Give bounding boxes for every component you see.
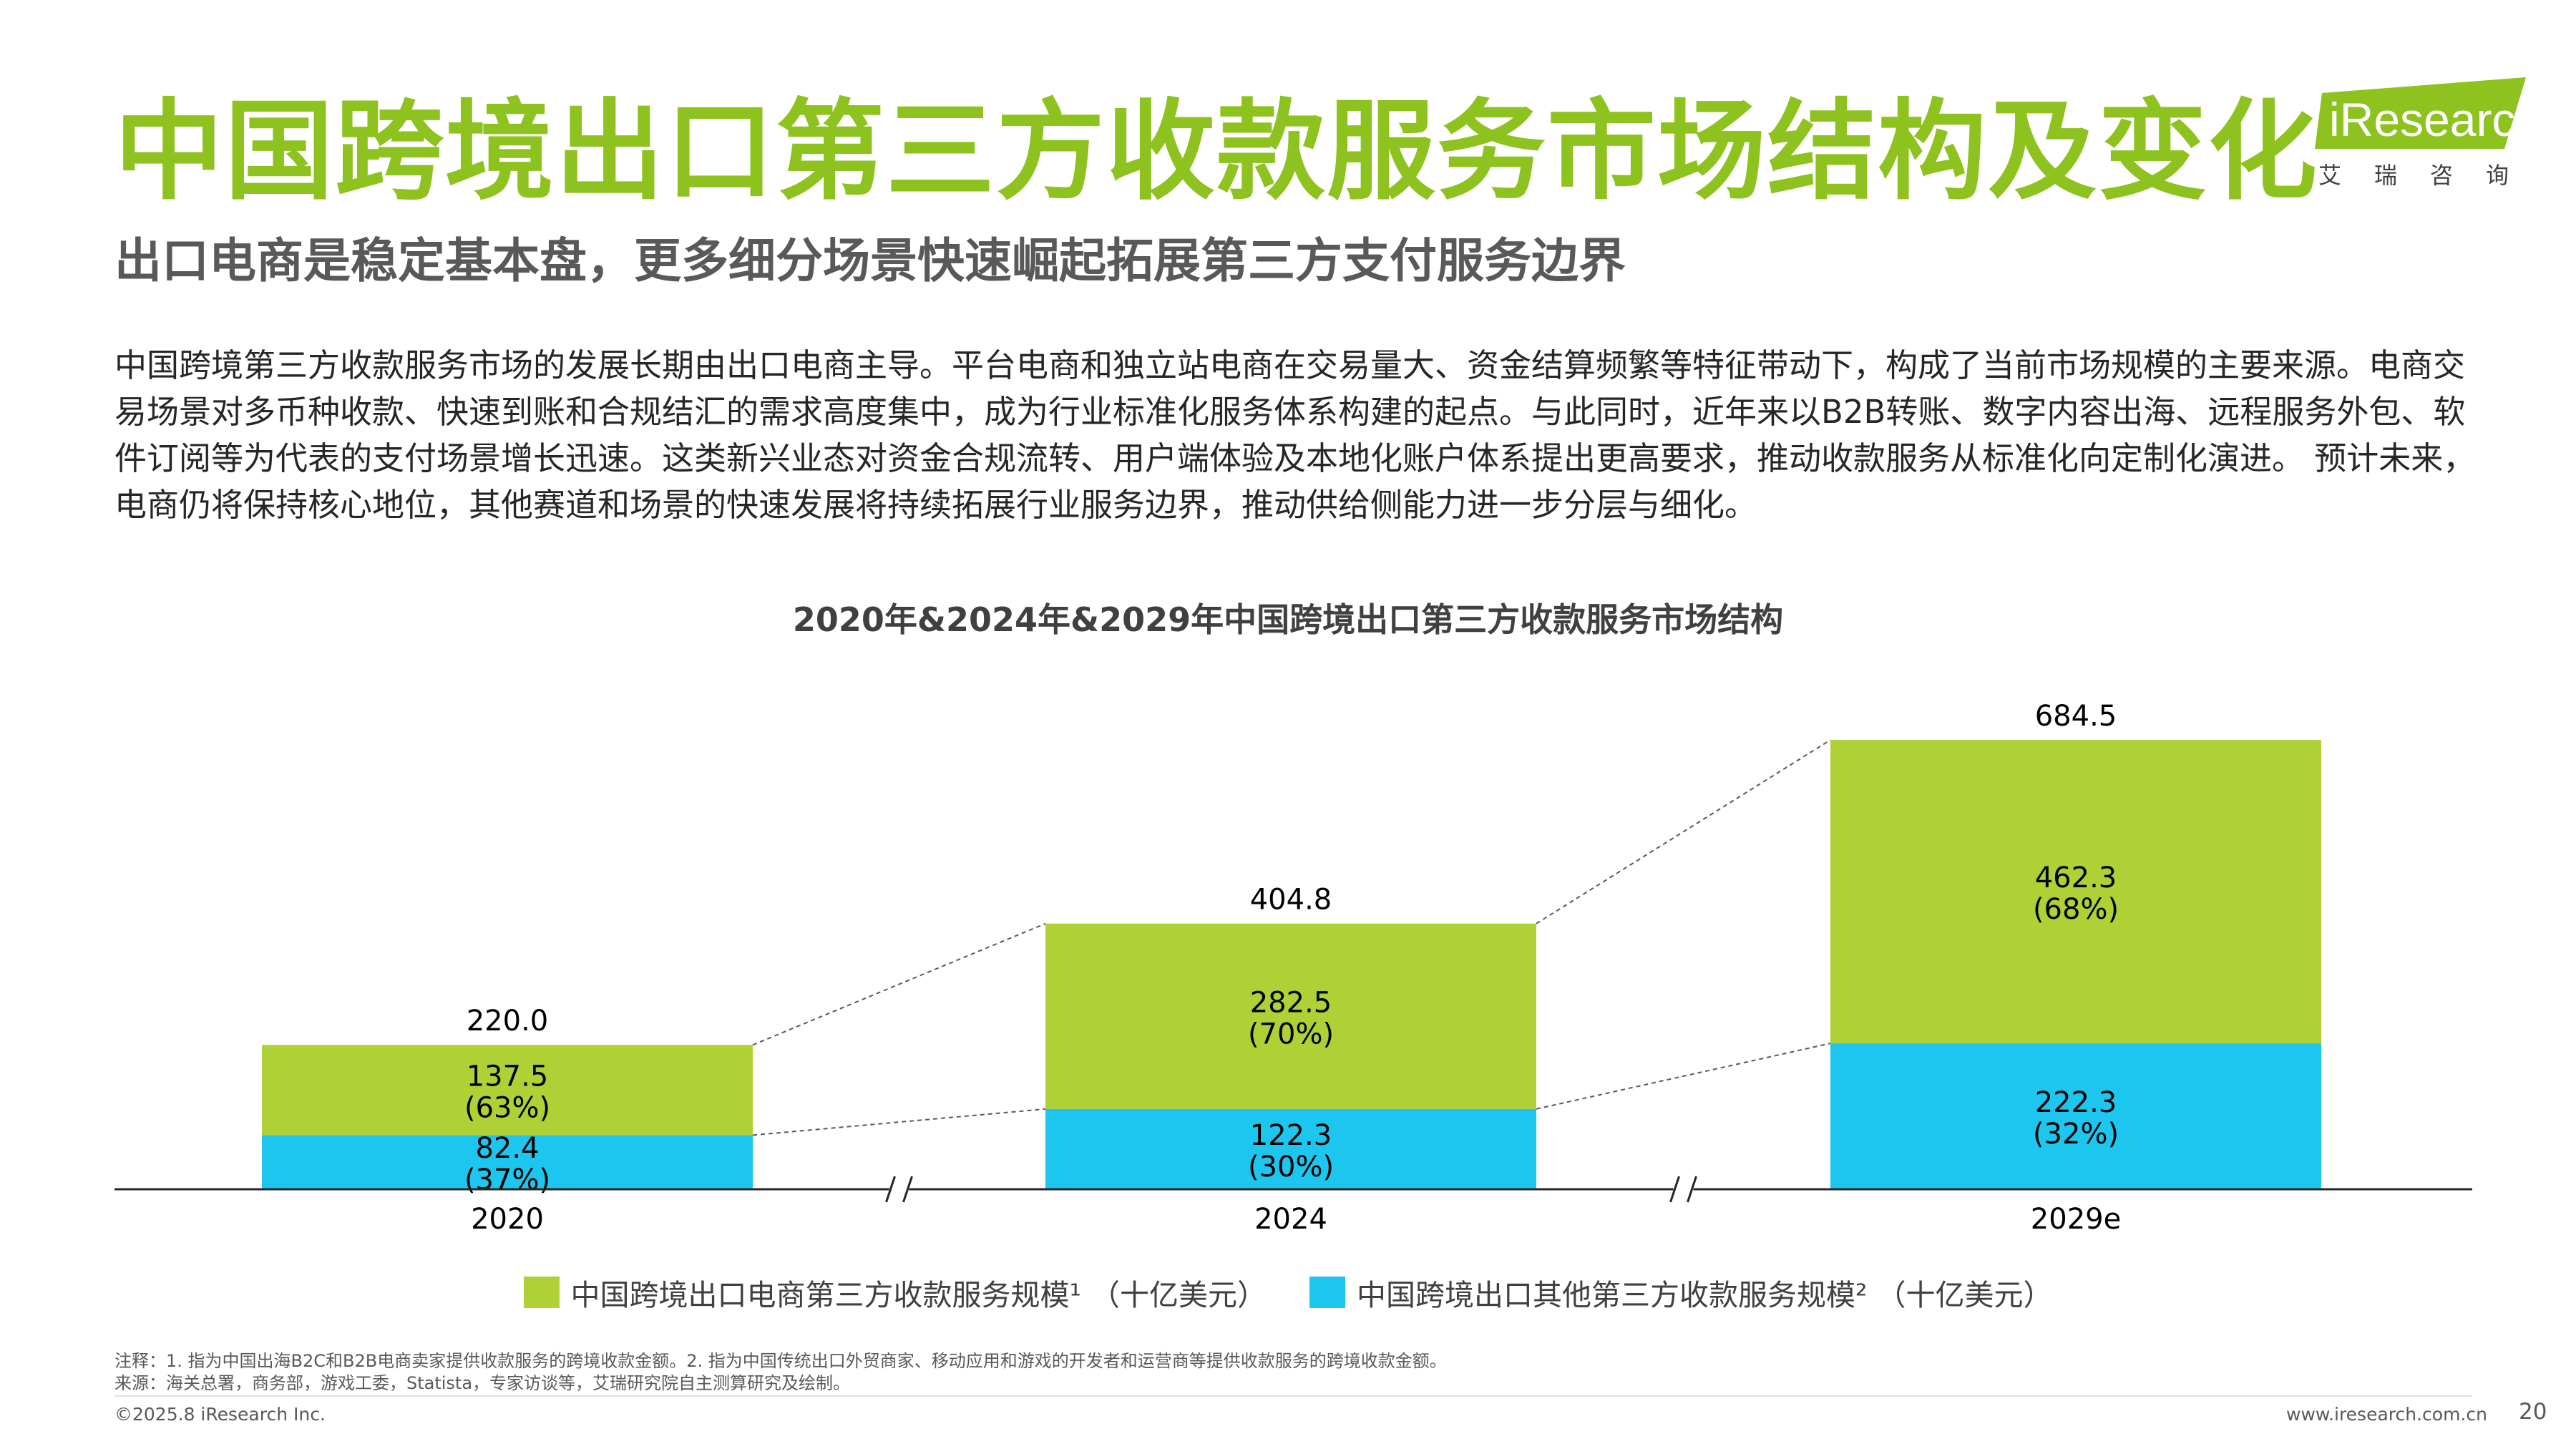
bar-ecommerce-2024 <box>1045 923 1536 1109</box>
data-label-value: 282.5 <box>1250 986 1332 1019</box>
axis-break-mark <box>1687 1176 1697 1203</box>
legend-item-ecommerce: 中国跨境出口电商第三方收款服务规模¹ （十亿美元） <box>523 1271 1267 1314</box>
legend-item-other: 中国跨境出口其他第三方收款服务规模² （十亿美元） <box>1309 1271 2052 1314</box>
footnote-note: 注释：1. 指为中国出海B2C和B2B电商卖家提供收款服务的跨境收款金额。2. … <box>114 1351 1447 1371</box>
data-label-share: (68%) <box>2033 893 2119 926</box>
total-label-2020: 220.0 <box>467 1005 549 1038</box>
axis-break-mark <box>885 1176 896 1203</box>
footer-divider <box>114 1395 2472 1397</box>
footer-site-link[interactable]: www.iresearch.com.cn <box>2286 1404 2487 1425</box>
footer-copyright: ©2025.8 iResearch Inc. <box>114 1404 326 1425</box>
connector-total <box>752 922 1046 1046</box>
data-label-share: (63%) <box>464 1091 550 1124</box>
legend-label-ecommerce: 中国跨境出口电商第三方收款服务规模¹ （十亿美元） <box>570 1278 1267 1312</box>
data-label-value: 82.4 <box>475 1132 539 1165</box>
iresearch-logo: iResearch <box>2315 77 2542 149</box>
connector-boundary <box>1536 1043 1831 1110</box>
intro-paragraph: 中国跨境第三方收款服务市场的发展长期由出口电商主导。平台电商和独立站电商在交易量… <box>114 346 2476 524</box>
footnotes: 注释：1. 指为中国出海B2C和B2B电商卖家提供收款服务的跨境收款金额。2. … <box>114 1350 1447 1395</box>
x-tick-label-2020: 2020 <box>471 1203 544 1236</box>
bar-other-2024 <box>1045 1108 1536 1189</box>
logo-text: iResearch <box>2329 93 2542 146</box>
data-label-share: (32%) <box>2033 1118 2119 1151</box>
page-title: 中国跨境出口第三方收款服务市场结构及变化 <box>114 88 2318 215</box>
connector-boundary <box>752 1108 1046 1136</box>
data-label-share: (37%) <box>464 1163 550 1196</box>
bar-other-2029e <box>1830 1043 2321 1189</box>
connector-total <box>1536 739 1831 924</box>
total-label-2029e: 684.5 <box>2035 700 2117 733</box>
data-label-value: 137.5 <box>467 1060 549 1093</box>
data-label-share: (30%) <box>1248 1151 1334 1184</box>
footnote-source: 来源：海关总署，商务部，游戏工委，Statista，专家访谈等，艾瑞研究院自主测… <box>114 1373 851 1393</box>
axis-break-gap <box>889 1175 909 1204</box>
chart-legend: 中国跨境出口电商第三方收款服务规模¹ （十亿美元） 中国跨境出口其他第三方收款服… <box>0 1271 2576 1314</box>
legend-swatch-other <box>1309 1277 1345 1308</box>
page-subtitle: 出口电商是稳定基本盘，更多细分场景快速崛起拓展第三方支付服务边界 <box>114 233 1626 288</box>
legend-label-other: 中国跨境出口其他第三方收款服务规模² （十亿美元） <box>1357 1278 2053 1312</box>
bar-ecommerce-2020 <box>262 1045 753 1136</box>
chart-title: 2020年&2024年&2029年中国跨境出口第三方收款服务市场结构 <box>792 600 1784 639</box>
logo-cn-text: 艾瑞咨询 <box>2318 162 2542 189</box>
data-label-value: 462.3 <box>2035 862 2117 894</box>
axis-break-gap <box>1673 1175 1694 1204</box>
data-label-value: 122.3 <box>1250 1119 1332 1152</box>
total-label-2024: 404.8 <box>1250 884 1332 917</box>
legend-swatch-ecommerce <box>523 1277 560 1308</box>
data-label-share: (70%) <box>1248 1018 1334 1050</box>
x-tick-label-2024: 2024 <box>1254 1203 1327 1236</box>
axis-break-mark <box>1669 1176 1680 1203</box>
bar-other-2020 <box>262 1135 753 1189</box>
axis-break-mark <box>902 1176 913 1203</box>
page-number: 20 <box>2519 1399 2547 1425</box>
x-tick-label-2029e: 2029e <box>2031 1203 2121 1236</box>
data-label-value: 222.3 <box>2035 1086 2117 1119</box>
bar-ecommerce-2029e <box>1830 740 2321 1044</box>
